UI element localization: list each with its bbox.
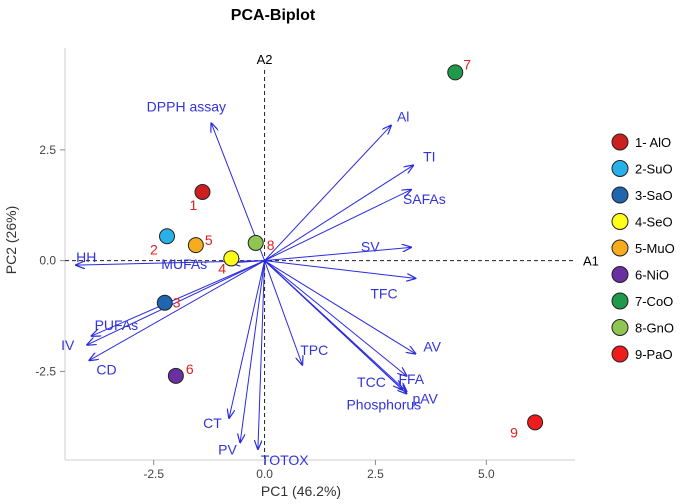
- reference-line-label: A2: [257, 52, 273, 67]
- y-tick-label: 2.5: [39, 143, 56, 157]
- sample-point: [194, 183, 211, 200]
- legend-swatch: [611, 266, 629, 283]
- loading-label: TPC: [300, 342, 328, 358]
- loading-vector: [264, 260, 303, 365]
- loading-label: PV: [218, 441, 237, 457]
- legend-item-label: 7-CoO: [635, 294, 673, 309]
- sample-point: [447, 64, 464, 81]
- legend-item-label: 9-PaO: [635, 347, 673, 362]
- sample-label: 9: [510, 424, 518, 440]
- loading-vector: [264, 260, 416, 279]
- legend-swatch: [611, 239, 629, 257]
- legend-item-label: 1- AlO: [635, 135, 671, 150]
- loading-vector: [264, 260, 407, 376]
- loading-vector: [264, 165, 414, 262]
- loading-vector: [87, 260, 265, 345]
- loading-label: AV: [423, 339, 441, 355]
- loading-vector: [264, 260, 407, 392]
- loading-vector: [264, 126, 391, 261]
- legend-swatch: [611, 319, 629, 336]
- legend-item-label: 4-SeO: [635, 215, 673, 230]
- sample-point: [159, 228, 175, 245]
- legend-swatch: [611, 133, 629, 151]
- sample-point: [167, 367, 184, 384]
- plot-area: -2.5 0.0 2.5 5.0 2.5 0.0 -2.5 A1 A2 DPPH assay Al T…: [35, 48, 599, 481]
- legend-swatch: [611, 213, 629, 230]
- loading-vector: [89, 260, 265, 361]
- legend-item-label: 8-GnO: [635, 321, 674, 336]
- loading-label: TCC: [357, 374, 386, 390]
- loading-vector: [229, 260, 266, 418]
- sample-point: [187, 237, 204, 254]
- sample-label: 7: [463, 56, 471, 72]
- loading-label: MUFAs: [161, 256, 207, 272]
- loading-vector: [258, 260, 266, 449]
- sample-label: 6: [186, 361, 194, 377]
- y-tick-label: 0.0: [39, 254, 56, 268]
- sample-label: 8: [267, 237, 275, 253]
- y-axis-title: PC2 (26%): [3, 206, 19, 274]
- loading-label: TOTOX: [261, 452, 309, 468]
- loading-vector: [264, 247, 411, 262]
- legend-item-label: 3-SaO: [635, 188, 673, 203]
- y-tick-label: -2.5: [35, 364, 56, 378]
- loading-label: SV: [361, 238, 380, 254]
- loading-vector: [92, 260, 265, 336]
- loading-vector: [240, 260, 266, 443]
- legend: 1- AlO 2-SuO 3-SaO 4-SeO 5-MuO 6-NiO 7-CoO 8-Gn…: [611, 133, 675, 363]
- loading-label: FFA: [398, 371, 424, 387]
- loading-label: CT: [203, 415, 222, 431]
- loading-label: Al: [397, 109, 409, 125]
- loading-label: TFC: [370, 285, 397, 301]
- legend-swatch: [611, 186, 629, 204]
- x-tick-label: 5.0: [478, 467, 495, 481]
- chart-title: PCA-Biplot: [231, 7, 316, 24]
- x-tick-label: 2.5: [367, 467, 384, 481]
- sample-point: [247, 234, 264, 251]
- sample-point: [527, 414, 544, 431]
- sample-point: [223, 250, 240, 267]
- x-tick-label: 0.0: [256, 467, 273, 481]
- reference-line-label: A1: [583, 254, 599, 269]
- sample-point: [156, 294, 173, 311]
- sample-label: 4: [218, 260, 226, 276]
- loading-label: PUFAs: [95, 317, 139, 333]
- legend-item-label: 2-SuO: [635, 162, 673, 177]
- sample-label: 2: [150, 241, 158, 257]
- loading-label: IV: [61, 337, 75, 353]
- loading-label: pAV: [412, 391, 438, 407]
- loading-label: HH: [76, 249, 96, 265]
- legend-swatch: [611, 292, 629, 310]
- legend-item-label: 6-NiO: [635, 268, 669, 283]
- x-axis-title: PC1 (46.2%): [261, 483, 341, 499]
- sample-label: 1: [189, 197, 197, 213]
- loading-vector: [264, 190, 411, 262]
- sample-label: 3: [173, 295, 181, 311]
- loading-label: SAFAs: [403, 191, 446, 207]
- loading-vector: [264, 260, 416, 354]
- loading-label: CD: [96, 361, 116, 377]
- loading-label: TI: [423, 148, 435, 164]
- legend-swatch: [611, 345, 629, 363]
- legend-swatch: [611, 160, 629, 177]
- loading-label: DPPH assay: [147, 98, 226, 114]
- sample-label: 5: [205, 232, 213, 248]
- loading-label: Phosphorus: [346, 396, 421, 412]
- legend-item-label: 5-MuO: [635, 241, 675, 256]
- x-tick-label: -2.5: [143, 467, 164, 481]
